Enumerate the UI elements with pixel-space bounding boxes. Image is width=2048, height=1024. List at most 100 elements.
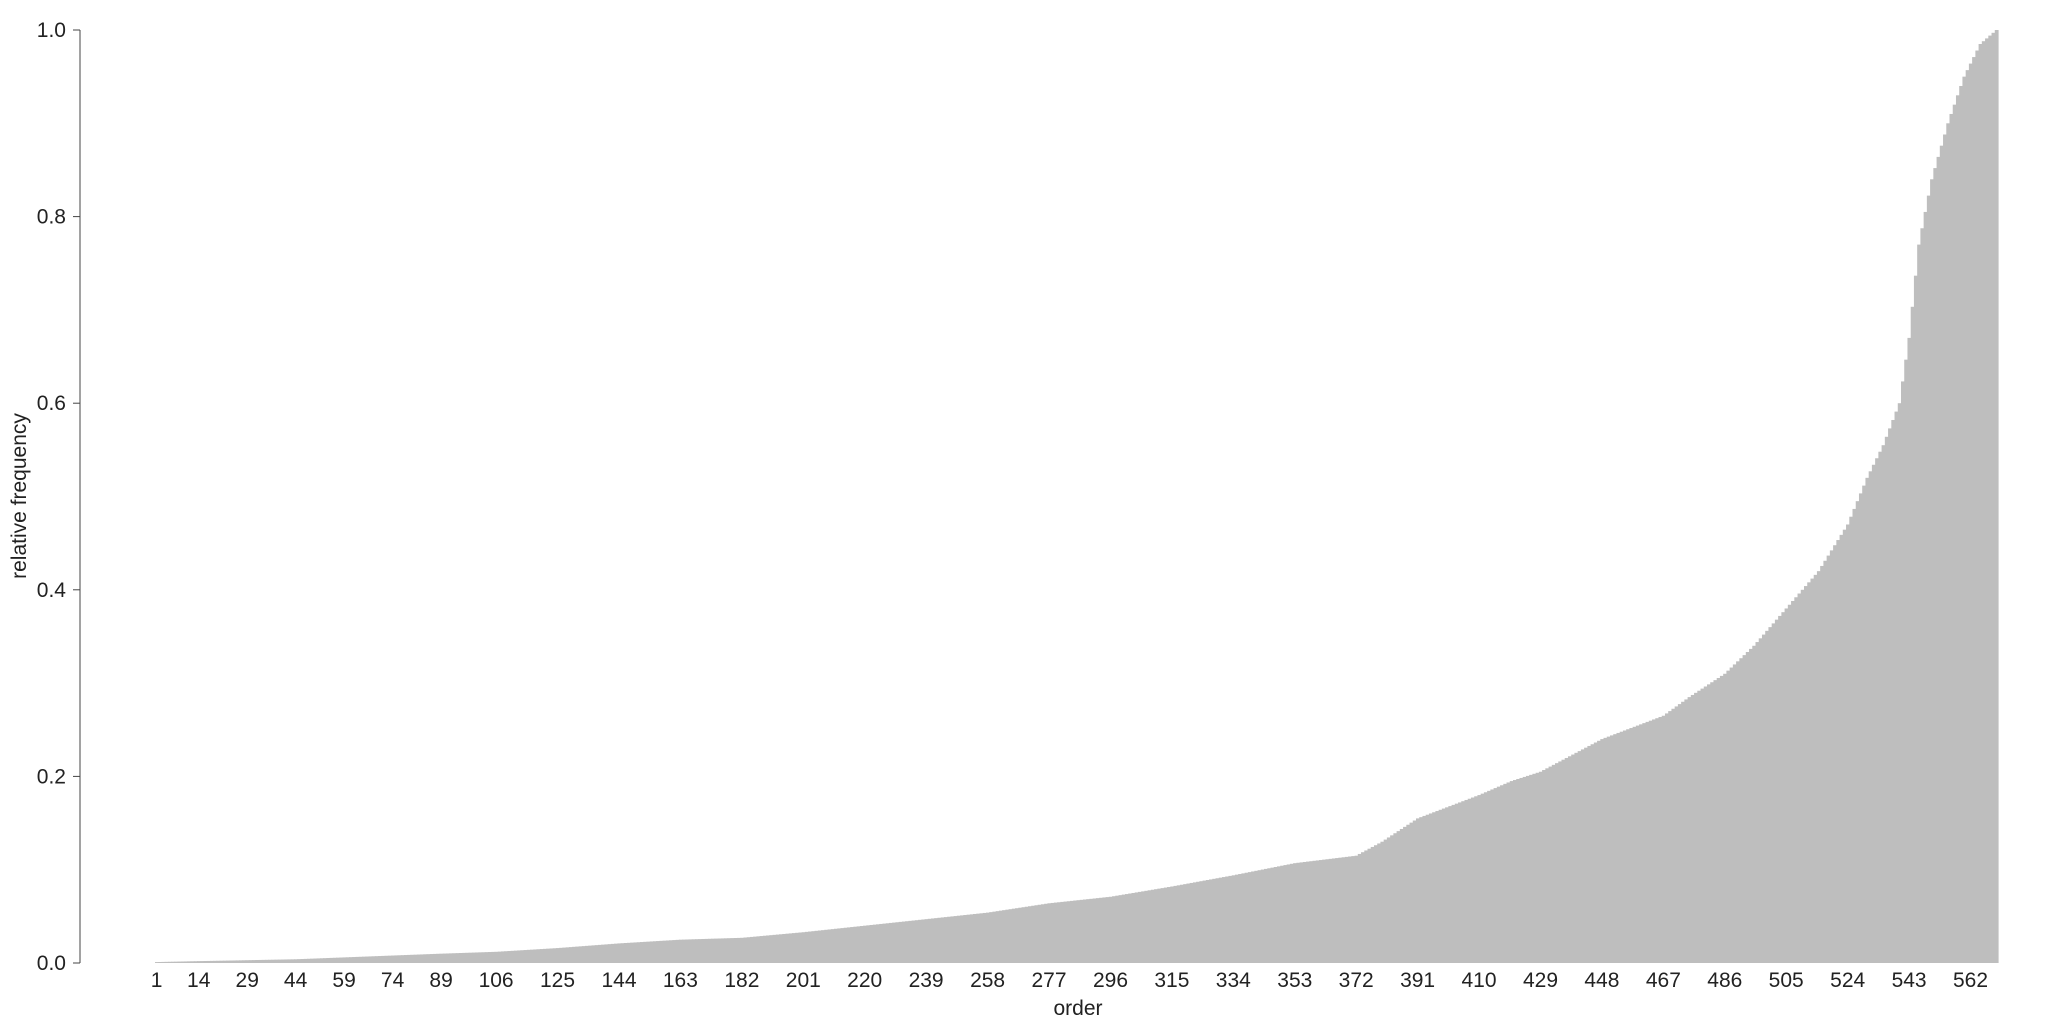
bar bbox=[416, 954, 421, 963]
bar bbox=[1664, 713, 1669, 963]
bar bbox=[252, 960, 256, 963]
bar bbox=[184, 961, 188, 963]
bar bbox=[1089, 898, 1094, 963]
bar bbox=[193, 961, 198, 963]
bar bbox=[1121, 894, 1126, 963]
bar bbox=[161, 961, 166, 963]
bar bbox=[908, 920, 913, 963]
bar bbox=[1438, 809, 1443, 963]
bar bbox=[232, 960, 237, 963]
bar bbox=[1519, 777, 1524, 963]
bar bbox=[1703, 686, 1708, 963]
bar bbox=[1018, 907, 1023, 963]
bar bbox=[1855, 501, 1860, 963]
bar bbox=[407, 954, 412, 963]
bar bbox=[439, 953, 444, 963]
bar bbox=[1118, 895, 1123, 963]
bar bbox=[1280, 865, 1285, 963]
bar bbox=[798, 932, 803, 963]
bar bbox=[669, 940, 673, 963]
bar bbox=[1325, 859, 1330, 963]
bar bbox=[413, 954, 418, 963]
bar bbox=[733, 938, 738, 963]
bar bbox=[720, 938, 725, 963]
bar bbox=[1228, 875, 1233, 963]
bar bbox=[310, 958, 315, 963]
bar bbox=[374, 956, 379, 963]
bar bbox=[316, 958, 321, 963]
bar bbox=[1506, 782, 1511, 963]
bar bbox=[222, 960, 227, 963]
bar bbox=[1525, 775, 1530, 963]
bar bbox=[1943, 134, 1947, 963]
bar bbox=[1584, 747, 1588, 963]
bar bbox=[1477, 795, 1482, 963]
bar bbox=[791, 933, 796, 963]
bar bbox=[1467, 798, 1472, 963]
bar bbox=[601, 944, 606, 963]
bar bbox=[484, 952, 489, 963]
bar bbox=[898, 921, 903, 963]
bar bbox=[1742, 655, 1747, 963]
bar bbox=[1028, 906, 1032, 963]
bar bbox=[1697, 690, 1702, 963]
bar bbox=[1205, 880, 1210, 963]
bar bbox=[1529, 774, 1533, 963]
bar bbox=[539, 949, 544, 963]
bar bbox=[446, 953, 450, 963]
x-tick-label: 296 bbox=[1093, 969, 1128, 992]
bar bbox=[1076, 900, 1081, 963]
x-tick-label: 391 bbox=[1400, 969, 1435, 992]
bar bbox=[843, 927, 848, 963]
bar bbox=[1542, 770, 1546, 963]
bar bbox=[281, 959, 285, 963]
bar bbox=[617, 943, 622, 963]
bar bbox=[882, 923, 887, 963]
bar bbox=[1428, 813, 1433, 963]
bar bbox=[1008, 909, 1013, 963]
bar bbox=[200, 961, 205, 963]
bar bbox=[1503, 783, 1508, 963]
bar bbox=[433, 953, 437, 963]
bar bbox=[1522, 776, 1527, 963]
bar bbox=[659, 940, 664, 963]
bar bbox=[546, 948, 551, 963]
bar bbox=[1251, 871, 1255, 963]
bar bbox=[1755, 642, 1760, 963]
bar bbox=[1913, 275, 1918, 963]
bar bbox=[167, 961, 172, 963]
bar bbox=[1946, 123, 1951, 964]
bar bbox=[788, 933, 793, 963]
bar bbox=[1532, 773, 1537, 963]
bar bbox=[808, 931, 812, 963]
bar bbox=[656, 941, 660, 963]
bar bbox=[1736, 661, 1740, 963]
bar bbox=[1163, 887, 1168, 963]
bar bbox=[1668, 711, 1673, 963]
bar bbox=[261, 959, 266, 963]
bar bbox=[759, 936, 764, 963]
bar bbox=[1186, 883, 1191, 963]
bars-group bbox=[155, 30, 1999, 964]
bar bbox=[1551, 764, 1556, 963]
bar bbox=[743, 937, 748, 963]
bar bbox=[1901, 381, 1905, 963]
bar bbox=[746, 937, 751, 963]
x-tick-label: 220 bbox=[847, 969, 882, 992]
bar bbox=[488, 952, 492, 963]
bar bbox=[1393, 833, 1398, 963]
bar bbox=[394, 955, 399, 963]
x-tick-label: 89 bbox=[429, 969, 452, 992]
bar bbox=[1435, 811, 1440, 963]
bar bbox=[785, 933, 790, 963]
bar bbox=[1635, 725, 1640, 963]
bar bbox=[1606, 736, 1611, 963]
bar bbox=[442, 953, 447, 963]
bar bbox=[248, 960, 253, 963]
bar bbox=[303, 958, 308, 963]
x-axis-ticks: 1 14 29 44 59 74 89 106 125 144 163 182 201 220 239 258… bbox=[151, 969, 1988, 992]
x-tick-label: 44 bbox=[284, 969, 308, 992]
bar bbox=[1286, 864, 1291, 963]
bar bbox=[753, 936, 757, 963]
bar bbox=[533, 949, 538, 963]
